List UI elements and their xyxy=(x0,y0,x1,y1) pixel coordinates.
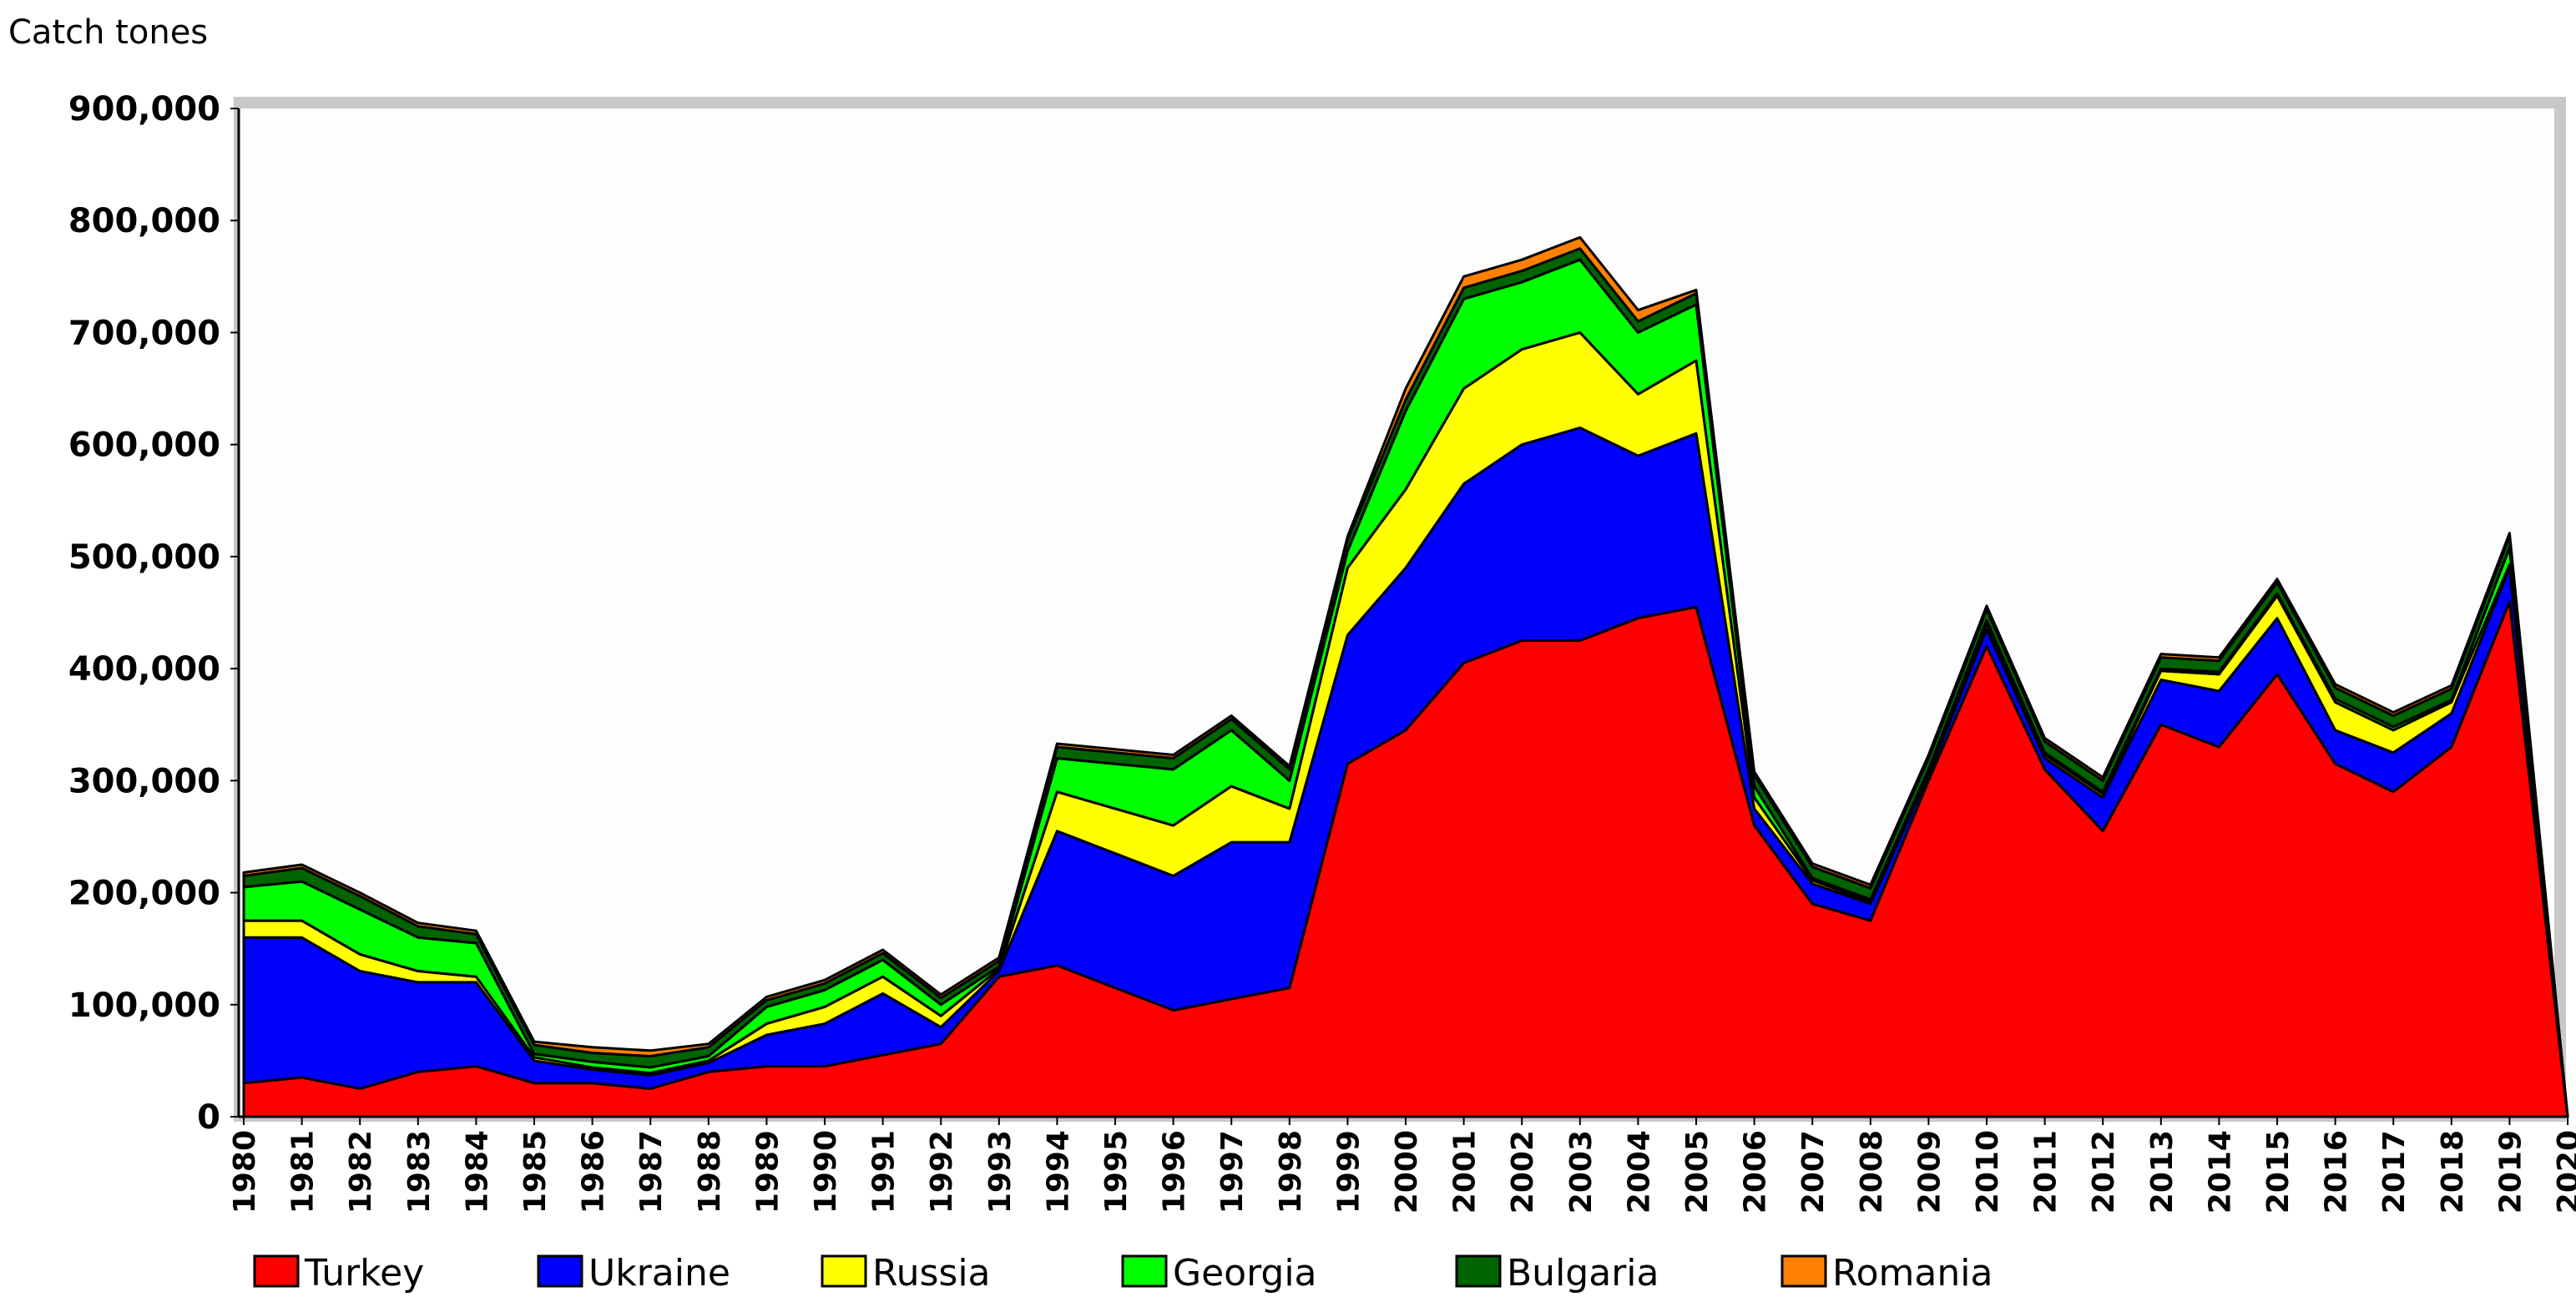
x-tick-label: 1989 xyxy=(750,1130,785,1214)
legend-swatch xyxy=(1780,1254,1827,1288)
x-tick-label: 1983 xyxy=(402,1130,437,1214)
y-tick-label: 100,000 xyxy=(68,987,220,1025)
x-tick-label: 1984 xyxy=(460,1130,494,1214)
y-tick-label: 400,000 xyxy=(68,650,220,689)
legend-label: Romania xyxy=(1832,1252,1993,1294)
x-tick-label: 2016 xyxy=(2320,1130,2354,1214)
x-tick-label: 2015 xyxy=(2261,1130,2296,1214)
y-tick-label: 0 xyxy=(197,1098,220,1137)
y-tick-label: 600,000 xyxy=(68,426,220,465)
x-tick-label: 2020 xyxy=(2552,1130,2576,1214)
y-axis-title: Catch tones xyxy=(8,13,208,52)
legend-swatch xyxy=(821,1254,867,1288)
x-tick-label: 2007 xyxy=(1796,1130,1831,1214)
x-tick-label: 2018 xyxy=(2436,1130,2470,1214)
legend-item-ukraine: Ukraine xyxy=(537,1252,730,1294)
x-tick-label: 2009 xyxy=(1912,1130,1947,1214)
legend-swatch xyxy=(1455,1254,1502,1288)
x-tick-label: 2017 xyxy=(2377,1130,2412,1214)
x-tick-label: 1993 xyxy=(983,1130,1018,1214)
x-tick-label: 2002 xyxy=(1506,1130,1540,1214)
x-tick-label: 1994 xyxy=(1041,1130,1075,1214)
x-tick-label: 1987 xyxy=(634,1130,669,1214)
legend-swatch xyxy=(253,1254,300,1288)
x-tick-label: 2005 xyxy=(1680,1130,1715,1214)
x-tick-label: 2019 xyxy=(2493,1130,2528,1214)
x-tick-label: 2014 xyxy=(2203,1130,2237,1214)
x-tick-label: 2003 xyxy=(1564,1130,1599,1214)
legend-label: Russia xyxy=(872,1252,991,1294)
legend-label: Georgia xyxy=(1173,1252,1317,1294)
legend: Turkey Ukraine Russia Georgia Bulgaria Romani… xyxy=(253,1252,1993,1294)
x-tick-label: 2013 xyxy=(2145,1130,2179,1214)
legend-swatch xyxy=(537,1254,583,1288)
x-tick-label: 1981 xyxy=(286,1130,321,1214)
y-tick-label: 900,000 xyxy=(68,90,220,129)
legend-label: Turkey xyxy=(304,1252,424,1294)
x-tick-label: 1990 xyxy=(809,1130,843,1214)
legend-label: Ukraine xyxy=(588,1252,730,1294)
x-tick-label: 1998 xyxy=(1274,1130,1308,1214)
legend-item-romania: Romania xyxy=(1780,1252,1993,1294)
x-tick-label: 1986 xyxy=(577,1130,611,1214)
x-tick-label: 1995 xyxy=(1099,1130,1134,1214)
x-tick-label: 2000 xyxy=(1390,1130,1424,1214)
x-tick-label: 1997 xyxy=(1215,1130,1250,1214)
x-tick-label: 1991 xyxy=(867,1130,902,1214)
x-tick-label: 2012 xyxy=(2087,1130,2121,1214)
y-tick-label: 200,000 xyxy=(68,875,220,913)
y-tick-label: 300,000 xyxy=(68,762,220,800)
x-tick-label: 1988 xyxy=(693,1130,727,1214)
legend-item-georgia: Georgia xyxy=(1121,1252,1317,1294)
legend-label: Bulgaria xyxy=(1507,1252,1659,1294)
x-tick-label: 2010 xyxy=(1971,1130,2005,1214)
x-tick-label: 2001 xyxy=(1448,1130,1482,1214)
x-tick-label: 2004 xyxy=(1622,1130,1656,1214)
y-axis: 0 100,000 200,000 300,000 400,000 500,000 600,… xyxy=(68,90,239,1137)
legend-item-russia: Russia xyxy=(821,1252,991,1294)
x-tick-label: 1996 xyxy=(1158,1130,1192,1214)
x-tick-label: 1985 xyxy=(518,1130,553,1214)
y-tick-label: 800,000 xyxy=(68,202,220,240)
area-series-romania xyxy=(242,235,2569,1118)
x-tick-label: 1992 xyxy=(925,1130,959,1214)
legend-swatch xyxy=(1121,1254,1168,1288)
x-tick-label: 2008 xyxy=(1855,1130,1889,1214)
area-series-group xyxy=(242,235,2569,1118)
x-tick-label: 1999 xyxy=(1331,1130,1366,1214)
legend-item-bulgaria: Bulgaria xyxy=(1455,1252,1659,1294)
y-tick-label: 500,000 xyxy=(68,538,220,577)
x-tick-label: 1980 xyxy=(228,1130,262,1214)
y-tick-label: 700,000 xyxy=(68,314,220,352)
x-tick-label: 1982 xyxy=(344,1130,378,1214)
x-axis: 1980 1981 1982 1983 1984 1985 1986 1987 1988 1989… xyxy=(228,1117,2576,1214)
x-tick-label: 2006 xyxy=(1739,1130,1773,1214)
x-tick-label: 2011 xyxy=(2029,1130,2063,1214)
legend-item-turkey: Turkey xyxy=(253,1252,424,1294)
